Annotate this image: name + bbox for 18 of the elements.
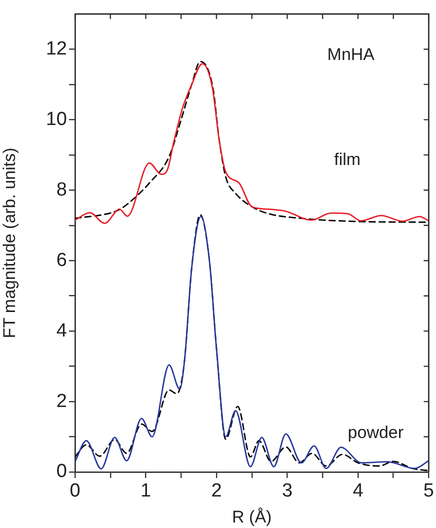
y-tick-label: 12 [46,38,67,60]
y-tick-label: 6 [56,250,67,271]
x-axis-title: R (Å) [232,507,272,526]
x-tick-label: 3 [282,480,293,502]
x-tick-label: 1 [140,480,152,502]
y-tick-label: 4 [56,320,68,342]
x-tick-label: 0 [70,480,80,502]
annotation: film [334,150,361,170]
x-tick-label: 2 [211,480,222,502]
x-tick-label: 5 [423,480,434,502]
y-tick-label: 2 [56,390,67,412]
annotation: MnHA [327,44,376,64]
y-tick-label: 10 [46,108,67,130]
y-axis-title: FT magnitude (arb. units) [0,148,19,338]
y-tick-label: 8 [56,179,67,200]
x-tick-label: 4 [352,480,364,502]
y-tick-label: 0 [56,461,67,482]
annotation: powder [348,422,404,442]
